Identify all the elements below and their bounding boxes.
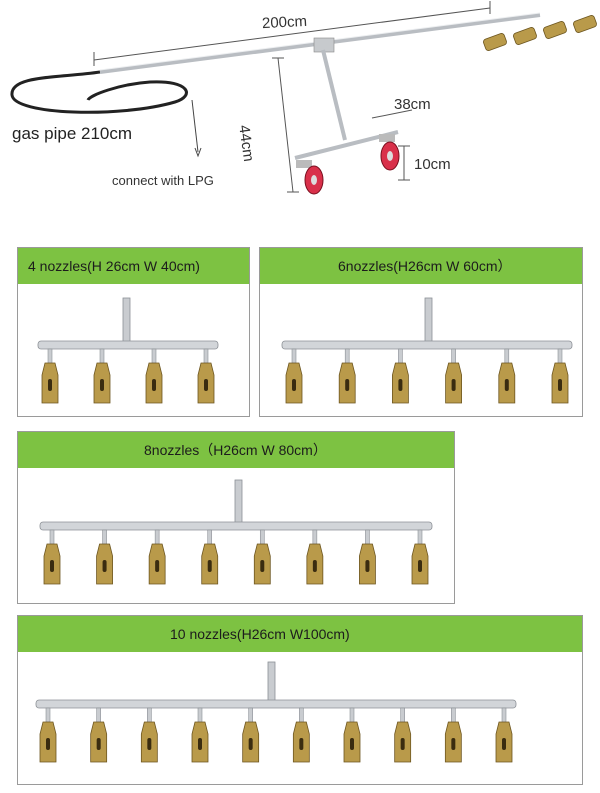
burner-4-nozzles [37,297,219,404]
length-label: 200cm [261,12,308,33]
nozzle [394,707,412,763]
nozzle [90,707,108,763]
panel-4-nozzles: 4 nozzles(H 26cm W 40cm) [17,247,250,417]
manifold-bar [39,521,433,531]
length-dimension-line [93,7,491,61]
width-dimension-line [371,109,413,119]
gas-hose [10,70,188,114]
width-label: 38cm [394,96,431,113]
product-illustration: 200cm 44cm 38cm 10cm gas pipe 210cm conn… [0,0,600,240]
nozzle [551,348,569,404]
top-nozzles [483,15,597,51]
nozzle [201,529,219,585]
burner-assembly-drawing [10,1,597,195]
panel-6-nozzles: 6nozzles(H26cm W 60cm） [259,247,583,417]
nozzle [285,348,303,404]
burner-10-nozzles [35,661,517,763]
panel-10-nozzles: 10 nozzles(H26cm W100cm) [17,615,583,785]
wheel-label: 10cm [414,156,451,173]
inlet-post [424,297,433,346]
height-dimension-line [277,57,294,193]
burner-8-nozzles [39,479,433,585]
nozzle [338,348,356,404]
nozzle [140,707,158,763]
manifold-bar [281,340,573,350]
vertical-post [321,49,347,141]
nozzle [39,707,57,763]
manifold-bar [37,340,219,350]
panel-title: 6nozzles(H26cm W 60cm） [260,248,582,284]
nozzle [145,348,163,404]
nozzle [392,348,409,404]
nozzle [191,707,209,763]
wheel-left [296,160,324,195]
nozzle [498,348,516,404]
manifold-bar [35,699,517,709]
nozzle [93,348,111,404]
nozzle [306,529,324,585]
connect-label: connect with LPG [112,173,214,188]
nozzle [253,529,271,585]
inlet-post [267,661,276,705]
nozzle [148,529,166,585]
nozzle [41,348,59,404]
nozzle [197,348,215,404]
hose-arrow [191,99,199,153]
nozzle [292,707,310,763]
nozzle [43,529,61,585]
nozzle [411,529,429,585]
inlet-post [234,479,243,527]
panel-title: 8nozzles（H26cm W 80cm） [18,432,454,468]
panel-title: 4 nozzles(H 26cm W 40cm) [18,248,249,284]
nozzle [445,348,462,404]
inlet-post [122,297,131,346]
burner-6-nozzles [281,297,573,404]
gas-pipe-label: gas pipe 210cm [12,124,133,143]
panel-8-nozzles: 8nozzles（H26cm W 80cm） [17,431,455,604]
nozzle [343,707,361,763]
nozzle [96,529,113,585]
nozzle [359,529,376,585]
panel-title: 10 nozzles(H26cm W100cm) [18,616,582,652]
nozzle [444,707,462,763]
nozzle [495,707,513,763]
wheel-right [379,134,400,171]
nozzle [242,707,260,763]
